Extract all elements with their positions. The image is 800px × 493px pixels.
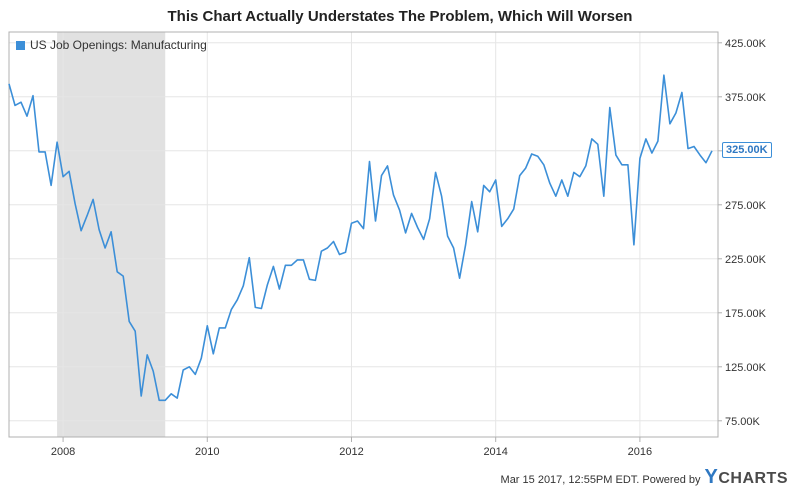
y-tick-label: 225.00K [725, 254, 767, 266]
x-tick-label: 2012 [339, 446, 363, 458]
x-tick-label: 2008 [51, 446, 75, 458]
legend[interactable]: US Job Openings: Manufacturing [16, 38, 207, 52]
y-tick-label: 175.00K [725, 308, 767, 320]
footer: Mar 15 2017, 12:55PM EDT. Powered by YCH… [501, 466, 788, 489]
y-tick-label: 125.00K [725, 362, 767, 374]
y-tick-label: 275.00K [725, 200, 767, 212]
plot-frame [8, 31, 719, 438]
last-value-label: 325.00K [722, 141, 772, 158]
x-tick-label: 2010 [195, 446, 219, 458]
x-tick-label: 2014 [483, 446, 507, 458]
footer-timestamp: Mar 15 2017, 12:55PM EDT. [500, 474, 640, 486]
x-tick-label: 2016 [628, 446, 652, 458]
y-tick-label: 425.00K [725, 38, 767, 50]
ycharts-logo[interactable]: YCHARTS [704, 466, 788, 488]
y-tick-label: 375.00K [725, 92, 767, 104]
legend-label: US Job Openings: Manufacturing [30, 38, 207, 52]
legend-swatch [16, 40, 25, 50]
y-tick-label: 75.00K [725, 416, 761, 428]
series-line [8, 74, 713, 402]
chart-title: This Chart Actually Understates The Prob… [167, 8, 633, 25]
footer-powered-by: Powered by [642, 474, 701, 486]
